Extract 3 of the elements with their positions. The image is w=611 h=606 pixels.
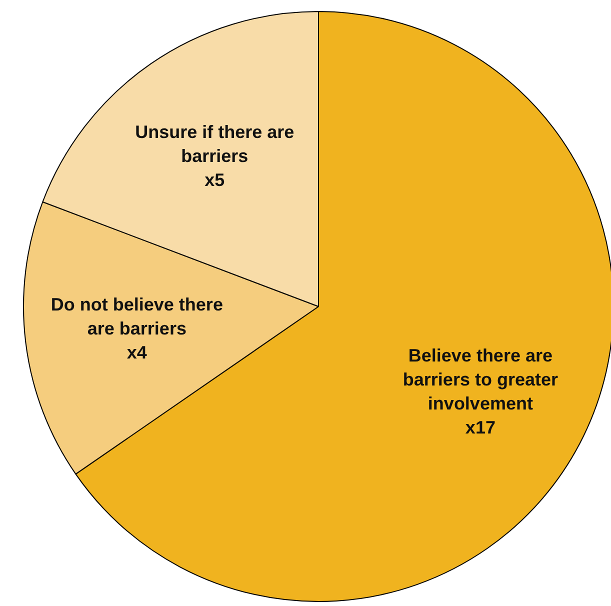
data-label: x5 bbox=[204, 170, 225, 190]
data-label: x17 bbox=[465, 418, 496, 438]
data-label: x4 bbox=[126, 342, 147, 363]
